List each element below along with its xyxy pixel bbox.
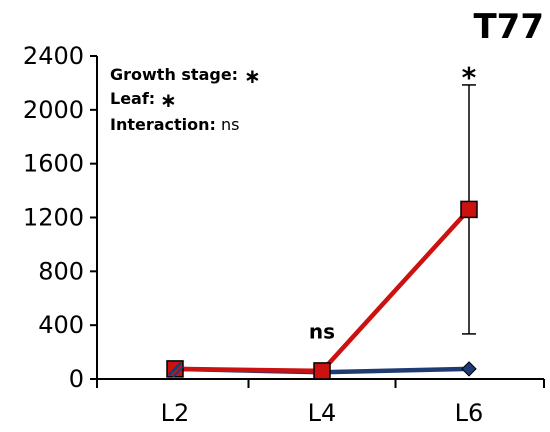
- series-line: [174, 207, 471, 374]
- annotation-label: *: [462, 61, 477, 94]
- stats-box: Growth stage: ∗ Leaf: ∗ Interaction: ns: [110, 64, 261, 134]
- annotation-label: ns: [309, 320, 335, 344]
- series-layer: [166, 84, 478, 380]
- data-point: [461, 361, 477, 377]
- data-point: [313, 362, 331, 380]
- y-tick-label: 800: [38, 257, 84, 285]
- data-point-overlap-stroke: [167, 361, 183, 376]
- growth-stage-value: ∗: [244, 64, 261, 88]
- y-tick-label: 2000: [23, 96, 84, 124]
- y-tick-label: 400: [38, 311, 84, 339]
- x-tick-label: L4: [308, 399, 337, 427]
- chart-title: T77: [473, 7, 544, 47]
- leaf-label: Leaf:: [110, 89, 155, 108]
- growth-stage-label: Growth stage:: [110, 65, 238, 84]
- interaction-value: ns: [221, 115, 239, 134]
- annotation-layer: ns *: [309, 61, 477, 344]
- data-point: [460, 200, 478, 219]
- leaf-value: ∗: [160, 88, 177, 112]
- y-tick-label: 2400: [23, 42, 84, 70]
- x-tick-label: L2: [161, 399, 190, 427]
- y-ticks: 0 400 800 1200 1600 2000 2400: [23, 42, 97, 393]
- interaction-label: Interaction:: [110, 115, 216, 134]
- data-point-overlap-stroke: [172, 366, 184, 378]
- y-tick-label: 0: [69, 365, 84, 393]
- x-tick-label: L6: [455, 399, 484, 427]
- y-tick-label: 1600: [23, 150, 84, 178]
- x-ticks: L2 L4 L6: [96, 379, 545, 427]
- y-tick-label: 1200: [23, 204, 84, 232]
